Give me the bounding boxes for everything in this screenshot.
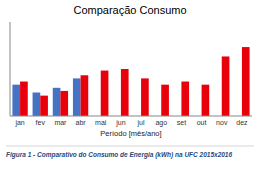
bar [141,78,149,116]
x-tick-label: jan [14,119,24,127]
bar [53,88,61,116]
bars [12,47,249,116]
y-axis [10,22,11,116]
bar [40,96,48,116]
caption: Figura 1 - Comparativo do Consumo de Ene… [6,151,232,159]
x-tick-label: jun [115,119,125,127]
bar [101,71,109,116]
bar [20,82,28,116]
bar [181,82,189,116]
x-tick-label: mai [95,119,107,126]
bar [12,85,20,116]
x-label: Período [mês/ano] [100,129,161,138]
chart: jan fev mar abr mai jun jul ago set out nov dez Perí… [0,0,260,173]
x-tick-label: dez [236,119,248,126]
bar [121,69,129,116]
x-tick-label: set [177,119,186,126]
bar [60,91,68,116]
separator [6,146,254,147]
title: Comparação Consumo [73,4,186,16]
x-tick-label: fev [36,119,46,126]
bar [242,47,250,116]
x-tick-label: ago [155,119,167,127]
bar [33,93,41,117]
x-tick-label: nov [216,119,228,126]
bar [222,56,230,116]
bar [73,78,81,116]
x-tick-label: mar [54,119,67,126]
x-tick-label: jul [137,119,145,127]
x-tick-label: out [197,119,207,126]
bar [161,85,169,116]
bar [81,75,89,116]
x-tick-label: abr [76,119,87,126]
bar [202,85,210,116]
x-axis [10,116,252,117]
